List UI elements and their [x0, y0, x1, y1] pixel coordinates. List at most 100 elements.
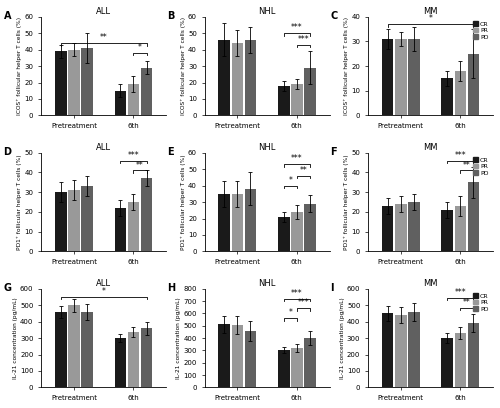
Bar	[291, 84, 302, 115]
Y-axis label: ICOS⁺ follicular helper T cells (%): ICOS⁺ follicular helper T cells (%)	[180, 17, 186, 115]
Bar	[81, 48, 93, 115]
Bar	[382, 313, 394, 388]
Bar	[291, 212, 302, 251]
Bar	[55, 51, 66, 115]
Title: MM: MM	[424, 7, 438, 16]
Bar	[454, 71, 466, 115]
Bar	[232, 194, 243, 251]
Bar	[468, 323, 479, 388]
Text: ***: ***	[454, 151, 466, 160]
Text: ***: ***	[128, 151, 140, 160]
Text: ***: ***	[454, 288, 466, 297]
Bar	[218, 324, 230, 388]
Bar	[395, 315, 406, 388]
Text: E: E	[167, 147, 173, 157]
Legend: CR, PR, PD: CR, PR, PD	[472, 292, 490, 313]
Text: I: I	[330, 283, 334, 293]
Bar	[278, 217, 289, 251]
Bar	[278, 86, 289, 115]
Bar	[468, 182, 479, 251]
Text: **: **	[100, 33, 108, 42]
Y-axis label: PD1⁺ follicular helper T cells (%): PD1⁺ follicular helper T cells (%)	[180, 154, 186, 250]
Text: A: A	[4, 11, 11, 21]
Y-axis label: IL-21 concentration (pg/mL): IL-21 concentration (pg/mL)	[340, 297, 345, 379]
Title: ALL: ALL	[96, 143, 111, 152]
Bar	[114, 208, 126, 251]
Title: ALL: ALL	[96, 7, 111, 16]
Y-axis label: ICOS⁺ follicular helper T cells (%): ICOS⁺ follicular helper T cells (%)	[344, 17, 350, 115]
Text: **: **	[463, 160, 470, 169]
Bar	[81, 312, 93, 388]
Text: ***: ***	[291, 288, 302, 297]
Bar	[468, 54, 479, 115]
Bar	[442, 338, 453, 388]
Title: MM: MM	[424, 143, 438, 152]
Bar	[81, 186, 93, 251]
Text: ***: ***	[298, 35, 309, 44]
Bar	[128, 332, 139, 388]
Bar	[232, 325, 243, 388]
Y-axis label: IL-21 concentration (pg/mL): IL-21 concentration (pg/mL)	[176, 297, 182, 379]
Text: ***: ***	[291, 154, 302, 163]
Text: H: H	[167, 283, 175, 293]
Bar	[244, 40, 256, 115]
Text: *: *	[288, 308, 292, 317]
Bar	[114, 91, 126, 115]
Title: NHL: NHL	[258, 279, 276, 288]
Text: ***: ***	[291, 23, 302, 32]
Text: D: D	[4, 147, 12, 157]
Text: *: *	[138, 43, 142, 52]
Text: ***: ***	[298, 299, 309, 308]
Text: F: F	[330, 147, 337, 157]
Bar	[68, 50, 80, 115]
Text: **: **	[463, 298, 470, 307]
Bar	[218, 194, 230, 251]
Bar	[68, 305, 80, 388]
Y-axis label: PD1⁺ follicular helper T cells (%): PD1⁺ follicular helper T cells (%)	[17, 154, 22, 250]
Text: C: C	[330, 11, 338, 21]
Text: **: **	[300, 166, 308, 175]
Text: **: **	[136, 160, 144, 169]
Bar	[218, 40, 230, 115]
Bar	[244, 330, 256, 388]
Bar	[304, 204, 316, 251]
Text: *: *	[288, 175, 292, 185]
Bar	[55, 192, 66, 251]
Bar	[278, 350, 289, 388]
Bar	[454, 206, 466, 251]
Bar	[68, 190, 80, 251]
Text: G: G	[4, 283, 12, 293]
Bar	[114, 338, 126, 388]
Title: ALL: ALL	[96, 279, 111, 288]
Bar	[244, 189, 256, 251]
Bar	[408, 312, 420, 388]
Y-axis label: IL-21 concentration (pg/mL): IL-21 concentration (pg/mL)	[13, 297, 18, 379]
Bar	[304, 338, 316, 388]
Bar	[454, 333, 466, 388]
Bar	[141, 328, 152, 388]
Bar	[141, 68, 152, 115]
Bar	[442, 78, 453, 115]
Title: NHL: NHL	[258, 7, 276, 16]
Bar	[55, 312, 66, 388]
Title: MM: MM	[424, 279, 438, 288]
Bar	[408, 39, 420, 115]
Bar	[382, 206, 394, 251]
Legend: CR, PR, PD: CR, PR, PD	[472, 156, 490, 177]
Bar	[442, 210, 453, 251]
Bar	[291, 348, 302, 388]
Text: *: *	[102, 287, 105, 296]
Bar	[395, 39, 406, 115]
Bar	[395, 204, 406, 251]
Bar	[141, 178, 152, 251]
Legend: CR, PR, PD: CR, PR, PD	[472, 20, 490, 41]
Text: *: *	[428, 14, 432, 23]
Y-axis label: ICOS⁺ follicular helper T cells (%): ICOS⁺ follicular helper T cells (%)	[17, 17, 22, 115]
Bar	[408, 202, 420, 251]
Text: B: B	[167, 11, 174, 21]
Bar	[382, 39, 394, 115]
Bar	[232, 43, 243, 115]
Bar	[128, 202, 139, 251]
Y-axis label: PD1⁺ follicular helper T cells (%): PD1⁺ follicular helper T cells (%)	[344, 154, 350, 250]
Bar	[304, 68, 316, 115]
